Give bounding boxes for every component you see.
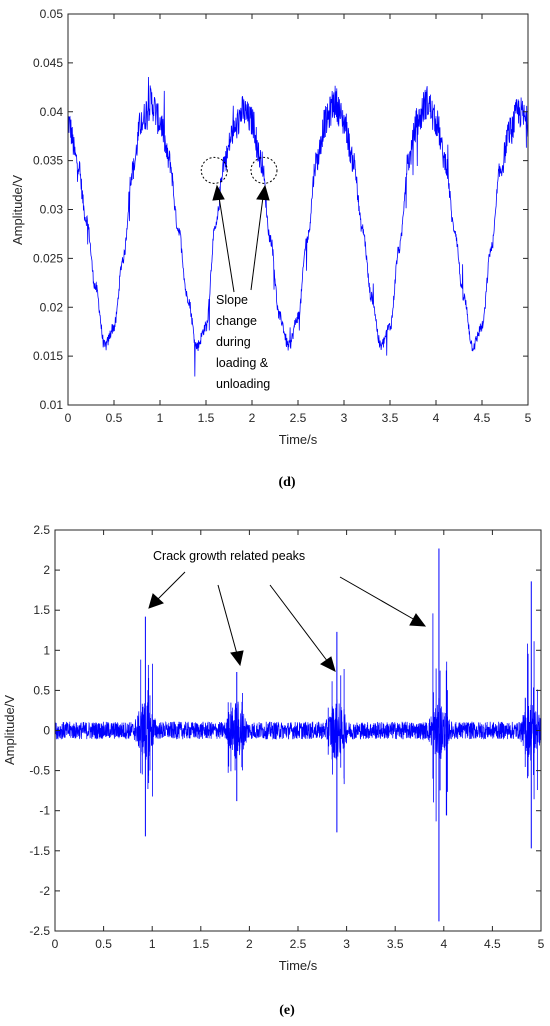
chart-d-plot-frame [67,13,529,406]
y-tick-label: 0.5 [33,683,50,697]
chart-d: 0 0.5 1 1.5 2 2.5 3 3.5 4 4.5 5 0.01 0.015 0.02 0.025 0… [10,7,532,490]
annotation-arrow [217,584,238,655]
y-tick-label: 0.04 [40,105,64,119]
y-tick-label: 0.025 [33,251,63,265]
chart-e: 0 0.5 1 1.5 2 2.5 3 3.5 4 4.5 5 -2.5 -2 -1.5 -1 -0.5 0 0.… [2,523,545,1018]
chart-e-axes: 0 0.5 1 1.5 2 2.5 3 3.5 4 4.5 5 -2.5 -2 -1.5 -1 -0.5 0 0.… [29,523,544,951]
annotation-line: loading & [216,356,269,370]
annotation-line: during [216,335,251,349]
annotation-arrow [339,576,416,621]
y-tick-label: 0.05 [40,7,64,21]
y-tick-label: 1.5 [33,603,50,617]
y-tick-label: -1 [39,804,50,818]
x-tick-label: 0 [65,411,72,425]
chart-e-annotation-arrows [148,571,427,672]
y-tick-label: 0.035 [33,154,63,168]
chart-d-x-axis-label: Time/s [279,432,318,447]
arrowhead [212,184,225,201]
x-tick-label: 3 [343,937,350,951]
chart-d-y-axis-label: Amplitude/V [10,175,25,245]
x-tick-label: 4 [433,411,440,425]
circled-region [200,156,228,184]
x-tick-label: 3.5 [382,411,399,425]
chart-d-annotation-arrows [212,184,270,293]
y-tick-label: 0.045 [33,56,63,70]
x-tick-label: 0 [52,937,59,951]
x-tick-label: 0.5 [95,937,112,951]
arrowhead [409,613,427,627]
arrowhead [148,593,164,609]
annotation-line: change [216,314,257,328]
y-tick-label: -2.5 [29,924,50,938]
x-tick-label: 0.5 [106,411,123,425]
x-tick-label: 2.5 [290,937,307,951]
chart-e-noise-band [54,698,542,761]
y-tick-label: 0 [43,724,50,738]
annotation-arrow [269,584,329,663]
chart-e-annotation-text: Crack growth related peaks [153,549,305,563]
x-tick-label: 2.5 [290,411,307,425]
x-tick-label: 5 [525,411,532,425]
x-tick-label: 1 [157,411,164,425]
chart-d-panel-label: (d) [278,475,295,490]
y-tick-label: 0.03 [40,203,64,217]
y-tick-label: -1.5 [29,844,50,858]
y-tick-label: 1 [43,643,50,657]
x-tick-label: 2 [246,937,253,951]
x-tick-label: 2 [249,411,256,425]
y-tick-label: 2.5 [33,523,50,537]
chart-d-axes: 0 0.5 1 1.5 2 2.5 3 3.5 4 4.5 5 0.01 0.015 0.02 0.025 0… [33,7,532,425]
circled-region [250,156,278,184]
arrowhead [230,650,244,667]
chart-d-signal-line [67,77,529,377]
x-tick-label: 1 [149,937,156,951]
x-tick-label: 4 [440,937,447,951]
x-tick-label: 3.5 [387,937,404,951]
arrowhead [320,656,336,672]
chart-d-annotation-text: Slope change during loading & unloading [216,293,272,391]
x-tick-label: 1.5 [198,411,215,425]
annotation-arrow [218,196,235,293]
y-tick-label: 0.01 [40,398,64,412]
x-tick-label: 1.5 [192,937,209,951]
arrowhead [256,184,270,201]
chart-e-y-axis-label: Amplitude/V [2,695,17,765]
x-tick-label: 4.5 [484,937,501,951]
y-tick-label: 0.015 [33,349,63,363]
chart-d-circled-regions [200,156,278,184]
x-tick-label: 3 [341,411,348,425]
x-tick-label: 4.5 [474,411,491,425]
y-tick-label: 0.02 [40,300,64,314]
annotation-arrow [156,571,186,601]
y-tick-label: 2 [43,563,50,577]
chart-e-panel-label: (e) [279,1003,295,1018]
annotation-arrow [250,196,264,291]
chart-e-x-axis-label: Time/s [279,958,318,973]
x-tick-label: 5 [538,937,545,951]
y-tick-label: -2 [39,884,50,898]
chart-e-peaks [140,548,538,922]
y-tick-label: -0.5 [29,764,50,778]
annotation-line: unloading [216,377,270,391]
annotation-line: Slope [216,293,248,307]
